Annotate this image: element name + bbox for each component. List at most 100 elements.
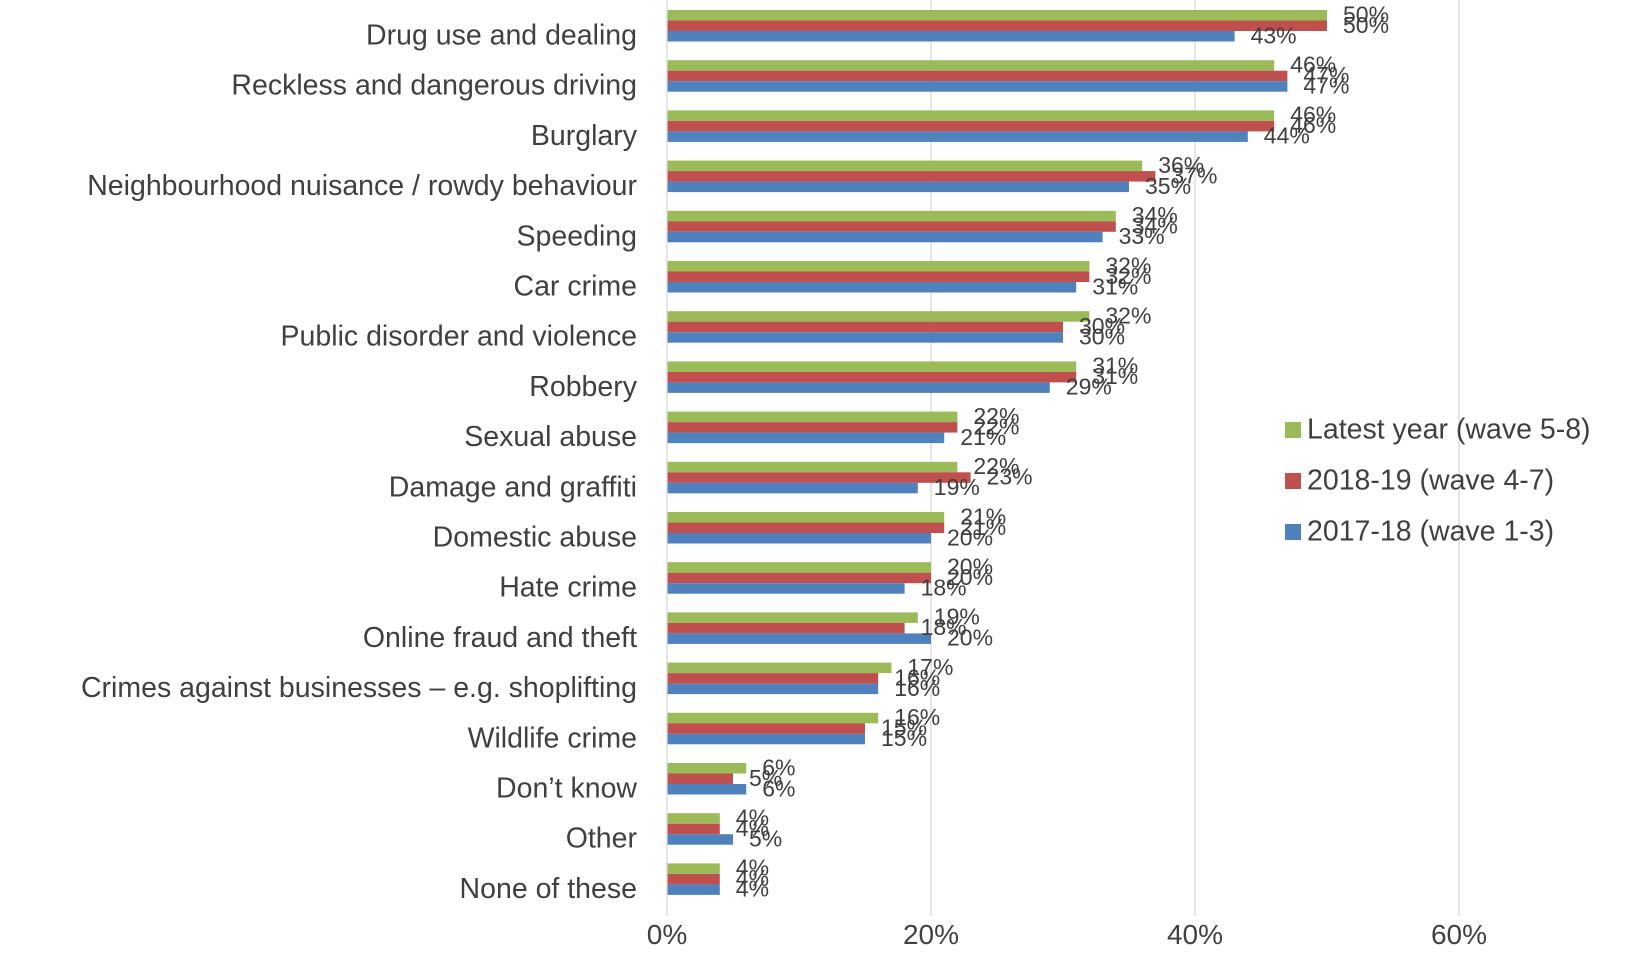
data-label: 36% bbox=[1158, 152, 1204, 178]
data-label: 32% bbox=[1105, 263, 1151, 289]
data-label: 30% bbox=[1079, 324, 1125, 350]
data-label: 4% bbox=[736, 855, 769, 881]
bar-2018-19-wave-4-7-speeding bbox=[667, 221, 1116, 232]
data-label: 4% bbox=[736, 815, 769, 841]
bar-2017-18-wave-1-3-don-t-know bbox=[667, 784, 747, 795]
bar-latest-year-wave-5-8-reckless-and-dangerous-driving bbox=[667, 60, 1275, 71]
bar-2017-18-wave-1-3-none-of-these bbox=[667, 884, 720, 895]
data-label: 46% bbox=[1290, 52, 1336, 78]
legend-swatch-latest-year-wave-5-8 bbox=[1285, 422, 1301, 438]
data-label: 34% bbox=[1132, 202, 1178, 228]
category-label-robbery: Robbery bbox=[529, 371, 637, 403]
data-label: 37% bbox=[1171, 162, 1217, 188]
data-label: 20% bbox=[947, 524, 993, 550]
data-label: 20% bbox=[947, 554, 993, 580]
data-label: 32% bbox=[1105, 252, 1151, 278]
data-label: 21% bbox=[960, 424, 1006, 450]
data-label: 15% bbox=[881, 725, 927, 751]
gridlines bbox=[930, 0, 1460, 916]
bar-latest-year-wave-5-8-none-of-these bbox=[667, 863, 720, 874]
bar-2018-19-wave-4-7-domestic-abuse bbox=[667, 522, 945, 533]
bar-latest-year-wave-5-8-wildlife-crime bbox=[667, 712, 879, 724]
data-label: 4% bbox=[736, 876, 769, 902]
data-label: 17% bbox=[907, 654, 953, 680]
category-label-domestic-abuse: Domestic abuse bbox=[433, 522, 637, 554]
bar-latest-year-wave-5-8-other bbox=[667, 813, 720, 824]
data-label: 20% bbox=[947, 564, 993, 590]
data-label: 31% bbox=[1092, 363, 1138, 389]
data-label: 47% bbox=[1303, 62, 1349, 88]
bar-2017-18-wave-1-3-damage-and-graffiti bbox=[667, 482, 918, 494]
bar-2018-19-wave-4-7-damage-and-graffiti bbox=[667, 472, 971, 483]
data-label: 50% bbox=[1343, 1, 1389, 27]
data-label: 34% bbox=[1132, 213, 1178, 239]
category-label-public-disorder-and-violence: Public disorder and violence bbox=[281, 321, 637, 353]
data-label: 6% bbox=[762, 754, 795, 780]
data-label: 16% bbox=[894, 664, 940, 690]
bar-2018-19-wave-4-7-burglary bbox=[667, 120, 1275, 132]
data-label: 33% bbox=[1119, 223, 1165, 249]
bar-2018-19-wave-4-7-public-disorder-and-violence bbox=[667, 321, 1063, 333]
category-label-other: Other bbox=[566, 823, 638, 855]
category-label-hate-crime: Hate crime bbox=[499, 572, 637, 604]
x-tick-label: 60% bbox=[1431, 919, 1487, 950]
bar-latest-year-wave-5-8-car-crime bbox=[667, 261, 1090, 272]
category-label-online-fraud-and-theft: Online fraud and theft bbox=[363, 622, 637, 654]
bar-2017-18-wave-1-3-public-disorder-and-violence bbox=[667, 332, 1063, 343]
bars bbox=[667, 10, 1327, 895]
bar-2018-19-wave-4-7-none-of-these bbox=[667, 873, 720, 885]
data-label: 21% bbox=[960, 503, 1006, 529]
data-label: 31% bbox=[1092, 353, 1138, 379]
data-label: 44% bbox=[1264, 123, 1310, 149]
category-label-neighbourhood-nuisance-rowdy-behaviour: Neighbourhood nuisance / rowdy behaviour bbox=[87, 170, 637, 202]
data-label: 22% bbox=[973, 453, 1019, 479]
category-label-damage-and-graffiti: Damage and graffiti bbox=[389, 471, 637, 503]
bar-2017-18-wave-1-3-drug-use-and-dealing bbox=[667, 31, 1235, 42]
bar-2018-19-wave-4-7-crimes-against-businesses-e-g-shoplifting bbox=[667, 673, 879, 684]
data-label: 29% bbox=[1066, 374, 1112, 400]
category-label-crimes-against-businesses-e-g-shoplifting: Crimes against businesses – e.g. shoplif… bbox=[81, 672, 637, 704]
category-label-none-of-these: None of these bbox=[460, 873, 637, 905]
bar-latest-year-wave-5-8-don-t-know bbox=[667, 763, 747, 774]
bar-2018-19-wave-4-7-don-t-know bbox=[667, 773, 733, 784]
bar-2017-18-wave-1-3-sexual-abuse bbox=[667, 432, 945, 444]
category-label-reckless-and-dangerous-driving: Reckless and dangerous driving bbox=[231, 70, 637, 102]
category-label-speeding: Speeding bbox=[517, 220, 637, 252]
bar-2017-18-wave-1-3-robbery bbox=[667, 382, 1050, 393]
category-label-burglary: Burglary bbox=[531, 120, 638, 152]
data-label: 18% bbox=[921, 575, 967, 601]
data-label: 21% bbox=[960, 514, 1006, 540]
data-label: 43% bbox=[1251, 22, 1297, 48]
x-tick-label: 0% bbox=[647, 919, 687, 950]
bar-2018-19-wave-4-7-drug-use-and-dealing bbox=[667, 20, 1327, 31]
data-label: 5% bbox=[749, 826, 782, 852]
bar-2018-19-wave-4-7-reckless-and-dangerous-driving bbox=[667, 70, 1288, 82]
data-label: 4% bbox=[736, 805, 769, 831]
legend-label-2017-18-wave-1-3: 2017-18 (wave 1-3) bbox=[1307, 516, 1554, 548]
bar-latest-year-wave-5-8-drug-use-and-dealing bbox=[667, 10, 1327, 21]
bar-latest-year-wave-5-8-damage-and-graffiti bbox=[667, 461, 958, 473]
legend: Latest year (wave 5-8) 2018-19 (wave 4-7)… bbox=[1285, 414, 1591, 548]
category-label-wildlife-crime: Wildlife crime bbox=[468, 722, 637, 754]
bar-2017-18-wave-1-3-burglary bbox=[667, 131, 1248, 142]
x-tick-labels: 0% 20% 40% 60% bbox=[647, 919, 1487, 950]
bar-latest-year-wave-5-8-neighbourhood-nuisance-rowdy-behaviour bbox=[667, 160, 1143, 172]
bar-2017-18-wave-1-3-car-crime bbox=[667, 282, 1077, 293]
category-label-sexual-abuse: Sexual abuse bbox=[464, 421, 637, 453]
bar-latest-year-wave-5-8-hate-crime bbox=[667, 562, 931, 573]
bar-latest-year-wave-5-8-speeding bbox=[667, 210, 1116, 222]
x-tick-label: 20% bbox=[903, 919, 959, 950]
bar-2017-18-wave-1-3-wildlife-crime bbox=[667, 733, 865, 745]
bar-2018-19-wave-4-7-neighbourhood-nuisance-rowdy-behaviour bbox=[667, 171, 1156, 182]
category-label-drug-use-and-dealing: Drug use and dealing bbox=[366, 20, 637, 52]
bar-2018-19-wave-4-7-car-crime bbox=[667, 271, 1090, 282]
data-label: 16% bbox=[894, 675, 940, 701]
bar-latest-year-wave-5-8-sexual-abuse bbox=[667, 411, 958, 423]
data-label: 5% bbox=[749, 765, 782, 791]
data-label: 50% bbox=[1343, 12, 1389, 38]
data-label: 35% bbox=[1145, 173, 1191, 199]
data-label: 6% bbox=[762, 775, 795, 801]
data-label: 22% bbox=[973, 413, 1019, 439]
category-label-don-t-know: Don’t know bbox=[496, 773, 637, 805]
